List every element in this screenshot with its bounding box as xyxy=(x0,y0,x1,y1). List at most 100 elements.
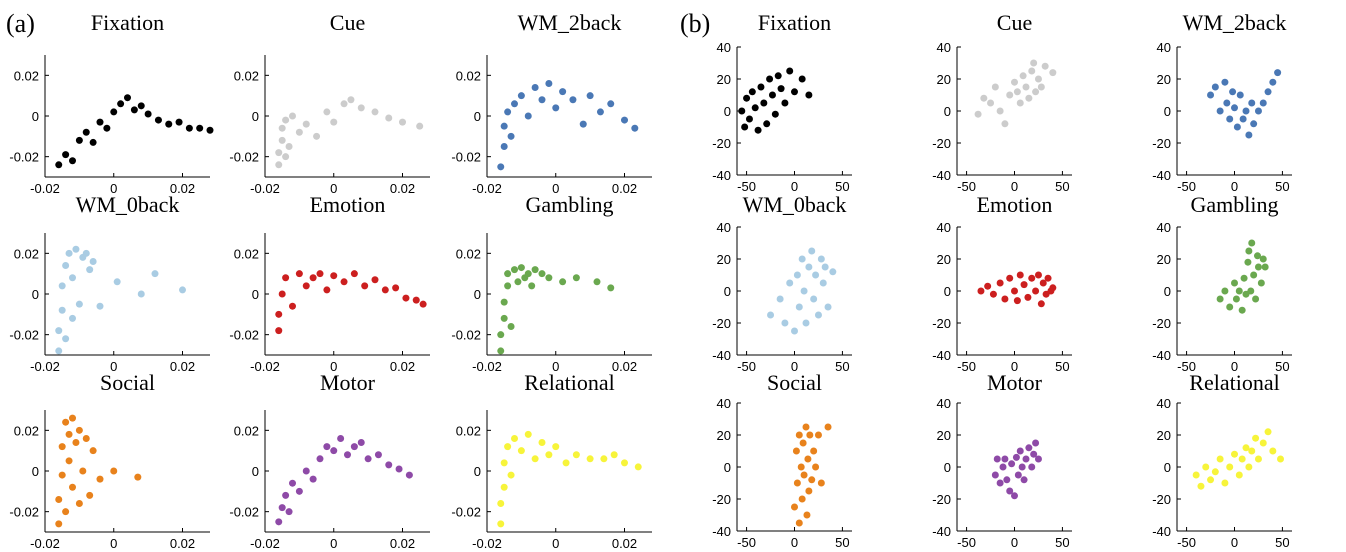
point xyxy=(96,475,104,483)
point xyxy=(282,116,290,124)
point xyxy=(1032,439,1040,447)
point xyxy=(504,282,512,290)
point xyxy=(282,153,290,161)
x-tick-label: -50 xyxy=(957,535,976,550)
point xyxy=(1245,131,1253,139)
point xyxy=(572,451,580,459)
point xyxy=(748,88,756,96)
point xyxy=(340,100,348,108)
x-tick-label: 0.02 xyxy=(170,181,195,196)
y-tick-label: 20 xyxy=(937,428,951,443)
point xyxy=(504,270,512,278)
point xyxy=(607,100,615,108)
x-tick-label: 0.02 xyxy=(170,536,195,551)
point xyxy=(371,276,379,284)
subplot-title: Social xyxy=(100,370,155,395)
point xyxy=(743,94,751,102)
point xyxy=(86,266,94,274)
x-tick-label: 0.02 xyxy=(390,181,415,196)
x-tick-label: 0 xyxy=(1231,179,1238,194)
point xyxy=(419,300,427,308)
point xyxy=(337,434,345,442)
point xyxy=(1019,72,1027,80)
y-tick-label: 20 xyxy=(1157,72,1171,87)
point xyxy=(741,123,749,131)
point xyxy=(89,447,97,455)
point xyxy=(812,463,820,471)
y-tick-label: 0.02 xyxy=(14,423,39,438)
x-tick-label: 0.02 xyxy=(612,536,637,551)
y-tick-label: 0 xyxy=(944,460,951,475)
point xyxy=(1001,120,1009,128)
point xyxy=(371,108,379,116)
point xyxy=(316,270,324,278)
point xyxy=(1008,460,1016,468)
point xyxy=(350,270,358,278)
point xyxy=(165,120,173,128)
x-tick-label: 0 xyxy=(552,536,559,551)
x-tick-label: -0.02 xyxy=(472,181,502,196)
point xyxy=(538,270,546,278)
y-tick-label: 0 xyxy=(32,109,39,124)
point xyxy=(621,459,628,467)
x-tick-label: 50 xyxy=(1055,179,1069,194)
x-tick-label: 0 xyxy=(791,535,798,550)
point xyxy=(113,278,121,286)
point xyxy=(1030,450,1038,458)
point xyxy=(586,455,594,463)
point xyxy=(309,274,317,282)
point xyxy=(1231,450,1238,458)
panel-label: (b) xyxy=(680,9,710,38)
point xyxy=(1028,463,1036,471)
point xyxy=(1032,88,1040,96)
point xyxy=(62,335,70,343)
point xyxy=(1197,482,1205,490)
point xyxy=(511,266,518,274)
y-tick-label: -20 xyxy=(932,492,951,507)
point xyxy=(196,124,204,132)
subplot-title: WM_2back xyxy=(518,10,622,35)
point xyxy=(275,310,283,318)
point xyxy=(819,279,827,287)
point xyxy=(137,102,145,110)
x-tick-label: 0 xyxy=(791,359,798,374)
point xyxy=(497,500,505,508)
point xyxy=(55,327,63,335)
point xyxy=(996,107,1004,115)
point xyxy=(1254,263,1262,271)
y-tick-label: 40 xyxy=(1157,40,1171,55)
point xyxy=(1239,115,1247,123)
point xyxy=(757,83,765,91)
point xyxy=(1207,476,1215,484)
point xyxy=(800,471,808,479)
y-tick-label: 0 xyxy=(32,464,39,479)
x-tick-label: 0 xyxy=(330,359,337,374)
point xyxy=(82,249,90,257)
y-tick-label: 0.02 xyxy=(234,423,259,438)
y-tick-label: 40 xyxy=(1157,220,1171,235)
point xyxy=(1226,303,1234,311)
point xyxy=(1248,99,1256,107)
y-tick-label: -20 xyxy=(712,316,731,331)
point xyxy=(69,314,76,322)
x-tick-label: 50 xyxy=(835,535,849,550)
point xyxy=(1226,115,1234,123)
point xyxy=(117,100,125,108)
point xyxy=(1229,88,1237,96)
point xyxy=(791,88,798,96)
point xyxy=(817,255,825,263)
point xyxy=(1232,295,1240,303)
y-tick-label: 0.02 xyxy=(14,68,39,83)
point xyxy=(344,451,351,459)
point xyxy=(572,274,580,282)
x-tick-label: 0 xyxy=(1231,359,1238,374)
point xyxy=(323,286,331,294)
point xyxy=(1211,468,1219,476)
subplot-title: Motor xyxy=(320,370,376,395)
point xyxy=(309,475,317,483)
point xyxy=(999,463,1007,471)
point xyxy=(559,88,567,96)
y-tick-label: -40 xyxy=(712,168,731,183)
point xyxy=(804,455,812,463)
point xyxy=(1049,69,1057,77)
